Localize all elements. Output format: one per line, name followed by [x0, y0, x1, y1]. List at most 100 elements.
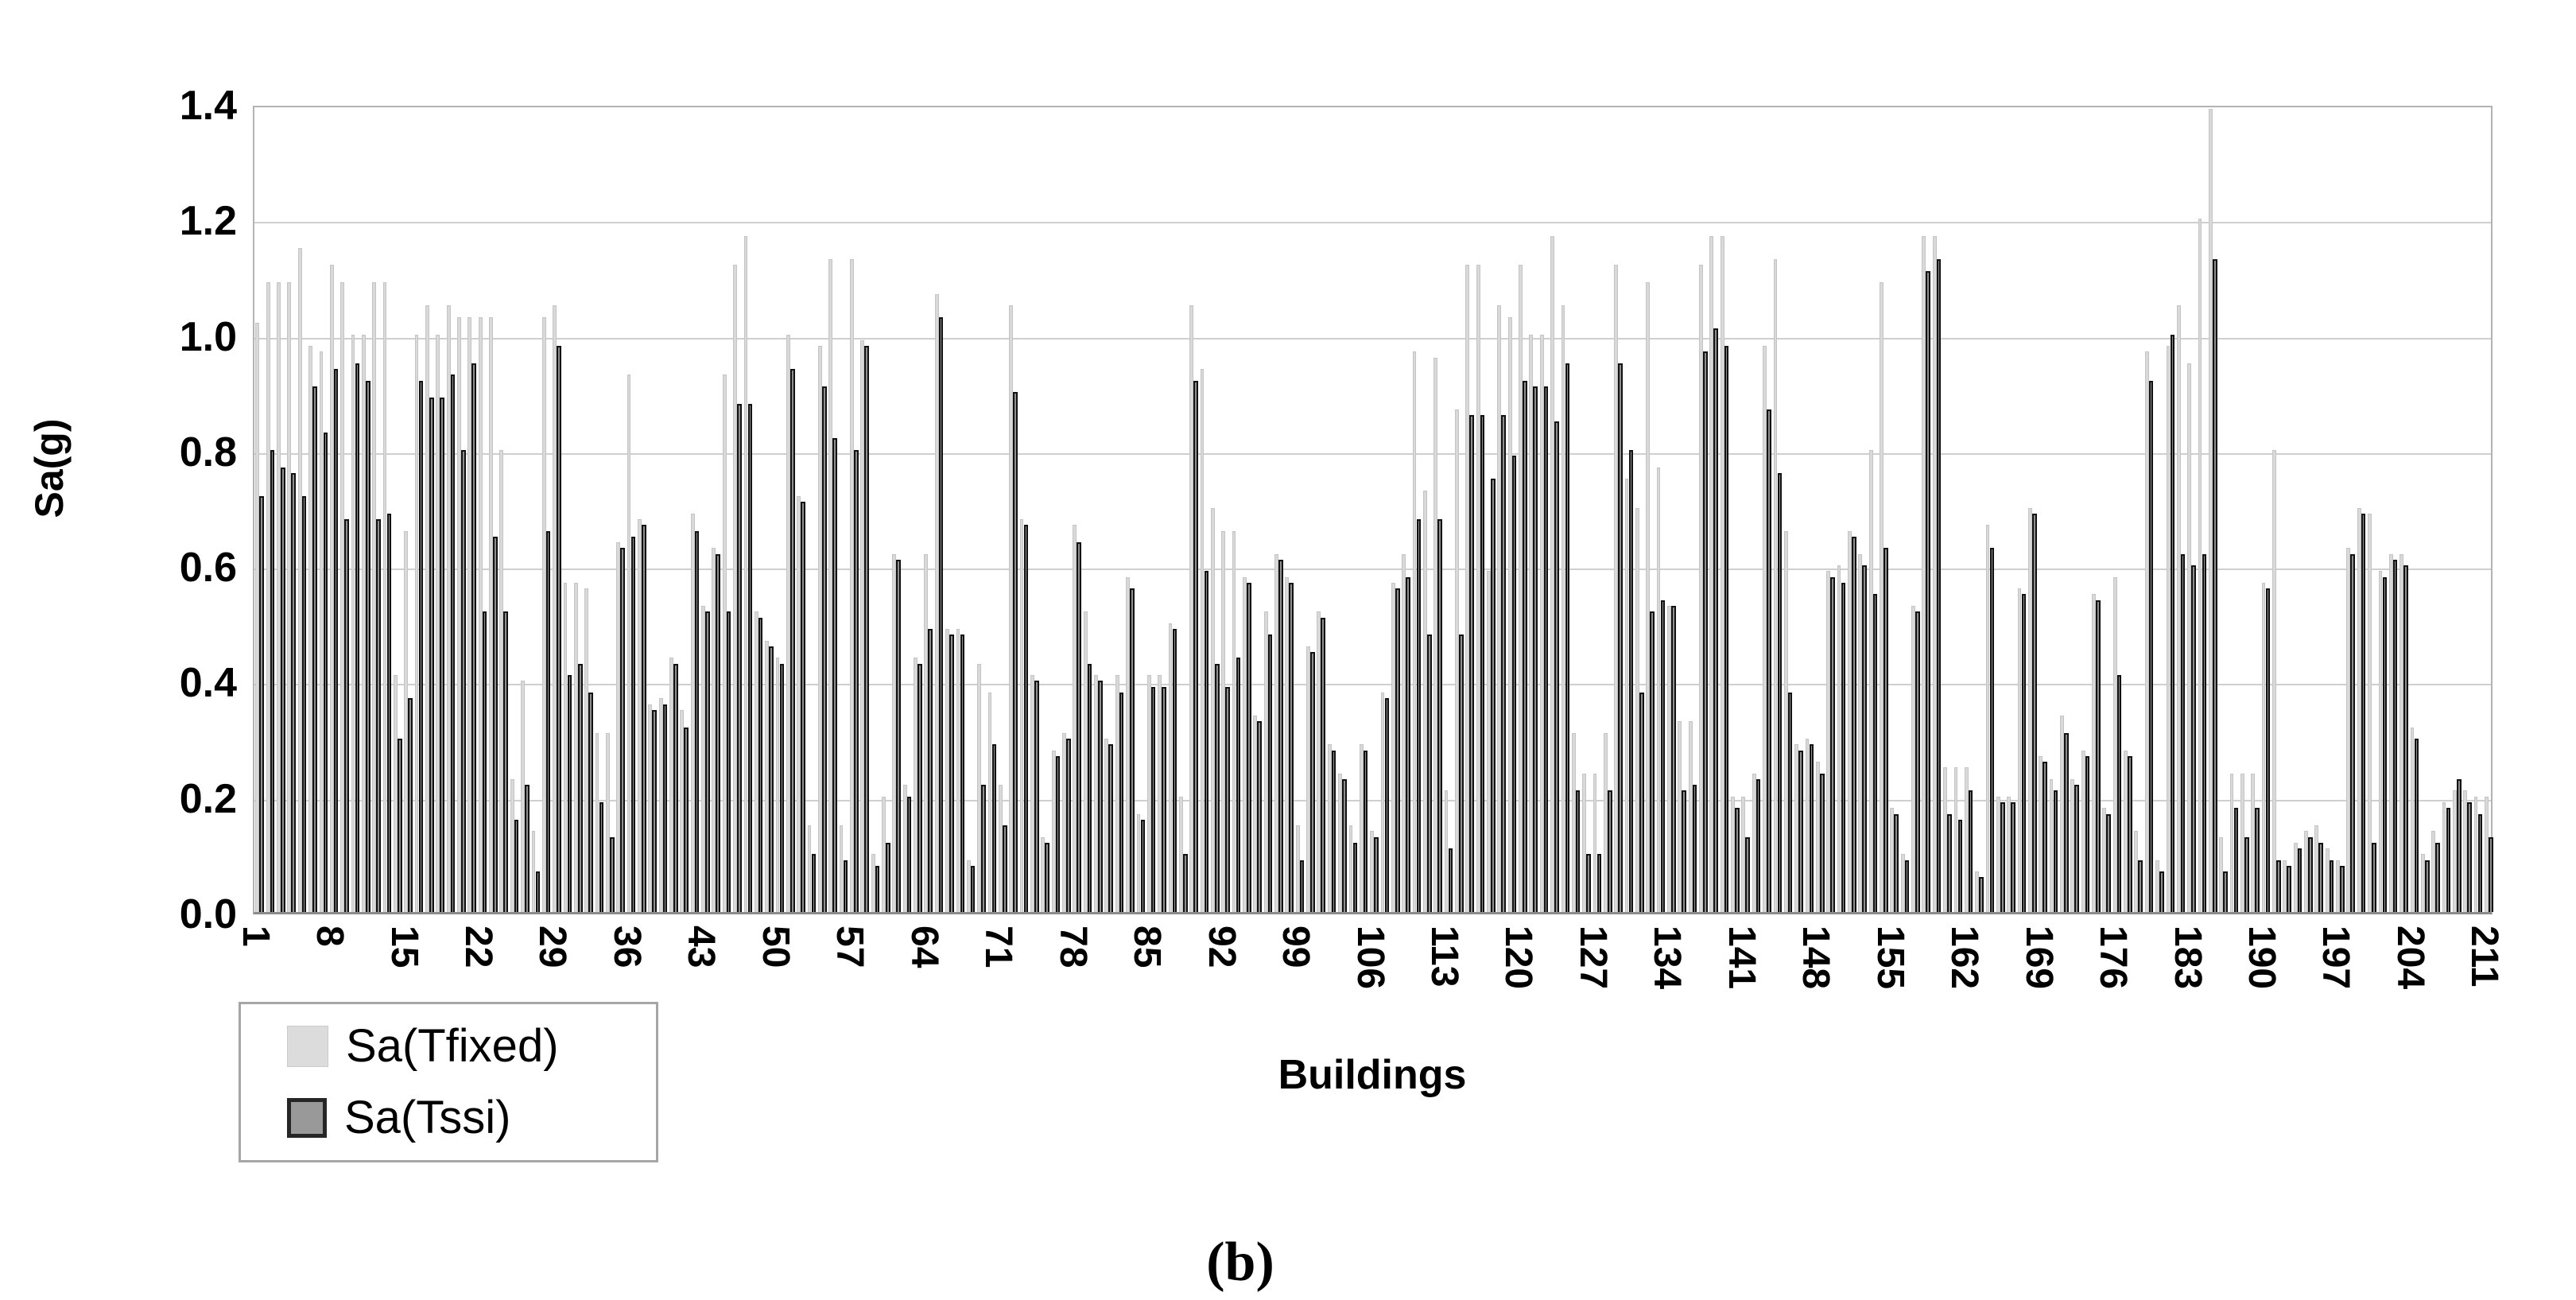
bar-tssi	[694, 530, 700, 912]
bar-tfixed	[372, 282, 377, 912]
bar-tssi	[1331, 750, 1336, 912]
bar-tfixed	[945, 629, 949, 912]
bar-tfixed	[2049, 778, 2054, 912]
legend-swatch-tfixed-icon	[287, 1026, 328, 1067]
bar-tssi	[747, 403, 753, 912]
bar-tssi	[2000, 801, 2005, 912]
bar-tfixed	[1285, 576, 1290, 912]
bar-tfixed	[733, 265, 737, 912]
bar-tfixed	[1529, 334, 1534, 912]
bar-tfixed	[1699, 265, 1703, 912]
bar-tfixed	[882, 796, 886, 912]
bar-tfixed	[1317, 611, 1321, 912]
gridline	[254, 799, 2491, 801]
bar-tssi	[355, 363, 360, 912]
bar-tssi	[1554, 421, 1559, 912]
bar-tssi	[376, 519, 381, 912]
bar-tssi	[1172, 629, 1177, 912]
bar-tfixed	[2431, 831, 2436, 912]
bar-tssi	[1989, 548, 1995, 912]
bar-tssi	[758, 617, 763, 912]
bar-tssi	[2255, 808, 2260, 912]
bar-tssi	[684, 727, 689, 912]
bar-tfixed	[1274, 553, 1278, 912]
bar-tfixed	[2473, 796, 2478, 912]
bar-tssi	[1225, 686, 1230, 912]
y-axis-title: Sa(g)	[27, 418, 72, 518]
bar-tfixed	[2027, 507, 2032, 912]
bar-tssi	[1957, 819, 1963, 912]
y-tick-label: 0.0	[179, 891, 237, 937]
bar-tssi	[630, 536, 636, 912]
bar-tfixed	[2219, 836, 2224, 912]
bar-tssi	[875, 865, 880, 912]
bar-tssi	[1352, 842, 1358, 912]
bar-tfixed	[541, 316, 546, 912]
bar-tfixed	[1741, 796, 1746, 912]
bar-tssi	[864, 346, 869, 912]
bar-tssi	[1426, 634, 1432, 912]
bar-tfixed	[2240, 773, 2244, 912]
bar-tssi	[886, 842, 890, 912]
y-tick-label: 0.6	[179, 545, 237, 592]
bar-tssi	[1841, 582, 1846, 912]
bar-tssi	[2212, 259, 2217, 912]
figure-caption: (b)	[1206, 1232, 1274, 1293]
bar-tfixed	[987, 692, 992, 912]
bar-tfixed	[627, 374, 631, 912]
bar-tfixed	[966, 860, 971, 912]
bar-tssi	[1023, 525, 1029, 912]
bar-tfixed	[1083, 611, 1088, 912]
bar-tssi	[344, 519, 349, 912]
bar-tssi	[2456, 778, 2462, 912]
bar-tssi	[1884, 548, 1888, 912]
bar-tssi	[1618, 363, 1623, 912]
bar-tssi	[333, 369, 339, 912]
bar-tssi	[259, 495, 264, 912]
bar-tfixed	[1571, 732, 1576, 912]
bar-tssi	[801, 502, 805, 912]
bar-tssi	[673, 663, 678, 912]
bar-tssi	[1077, 542, 1081, 912]
bar-tssi	[854, 449, 859, 912]
bar-tfixed	[638, 519, 642, 912]
bar-tfixed	[1073, 525, 1077, 912]
bar-tfixed	[584, 588, 589, 912]
bar-tssi	[2202, 553, 2207, 912]
bar-tssi	[1182, 854, 1188, 912]
bar-tfixed	[1519, 265, 1523, 912]
bar-tfixed	[1635, 507, 1639, 912]
plot-area	[253, 106, 2493, 914]
bar-tfixed	[1900, 854, 1905, 912]
bar-tfixed	[2166, 346, 2171, 912]
bar-tfixed	[1295, 825, 1300, 912]
bar-tssi	[588, 692, 593, 912]
bar-tssi	[1459, 634, 1464, 912]
bar-tfixed	[393, 675, 398, 912]
bar-tssi	[981, 785, 986, 912]
bar-tssi	[1809, 744, 1814, 912]
bar-tfixed	[2007, 796, 2012, 912]
bar-tfixed	[1656, 467, 1661, 912]
bar-tfixed	[1232, 530, 1236, 912]
bar-tfixed	[2208, 109, 2213, 912]
bar-tfixed	[1783, 530, 1788, 912]
bar-tssi	[1480, 415, 1485, 912]
bar-tssi	[928, 629, 933, 912]
bar-tfixed	[2314, 825, 2319, 912]
bar-tssi	[1511, 456, 1517, 912]
bar-tssi	[769, 646, 774, 912]
bar-tssi	[2372, 842, 2376, 912]
bar-tssi	[652, 709, 657, 912]
bar-tssi	[1745, 836, 1751, 912]
bar-tssi	[1204, 571, 1209, 912]
bar-tfixed	[404, 530, 409, 912]
bar-tfixed	[1455, 409, 1459, 912]
bar-tssi	[2116, 675, 2122, 912]
bar-tssi	[2096, 600, 2101, 912]
bar-tfixed	[1953, 767, 1958, 912]
bar-tfixed	[2039, 755, 2043, 912]
bar-tfixed	[797, 495, 801, 912]
bar-tfixed	[775, 658, 780, 912]
bar-tssi	[1406, 576, 1410, 912]
